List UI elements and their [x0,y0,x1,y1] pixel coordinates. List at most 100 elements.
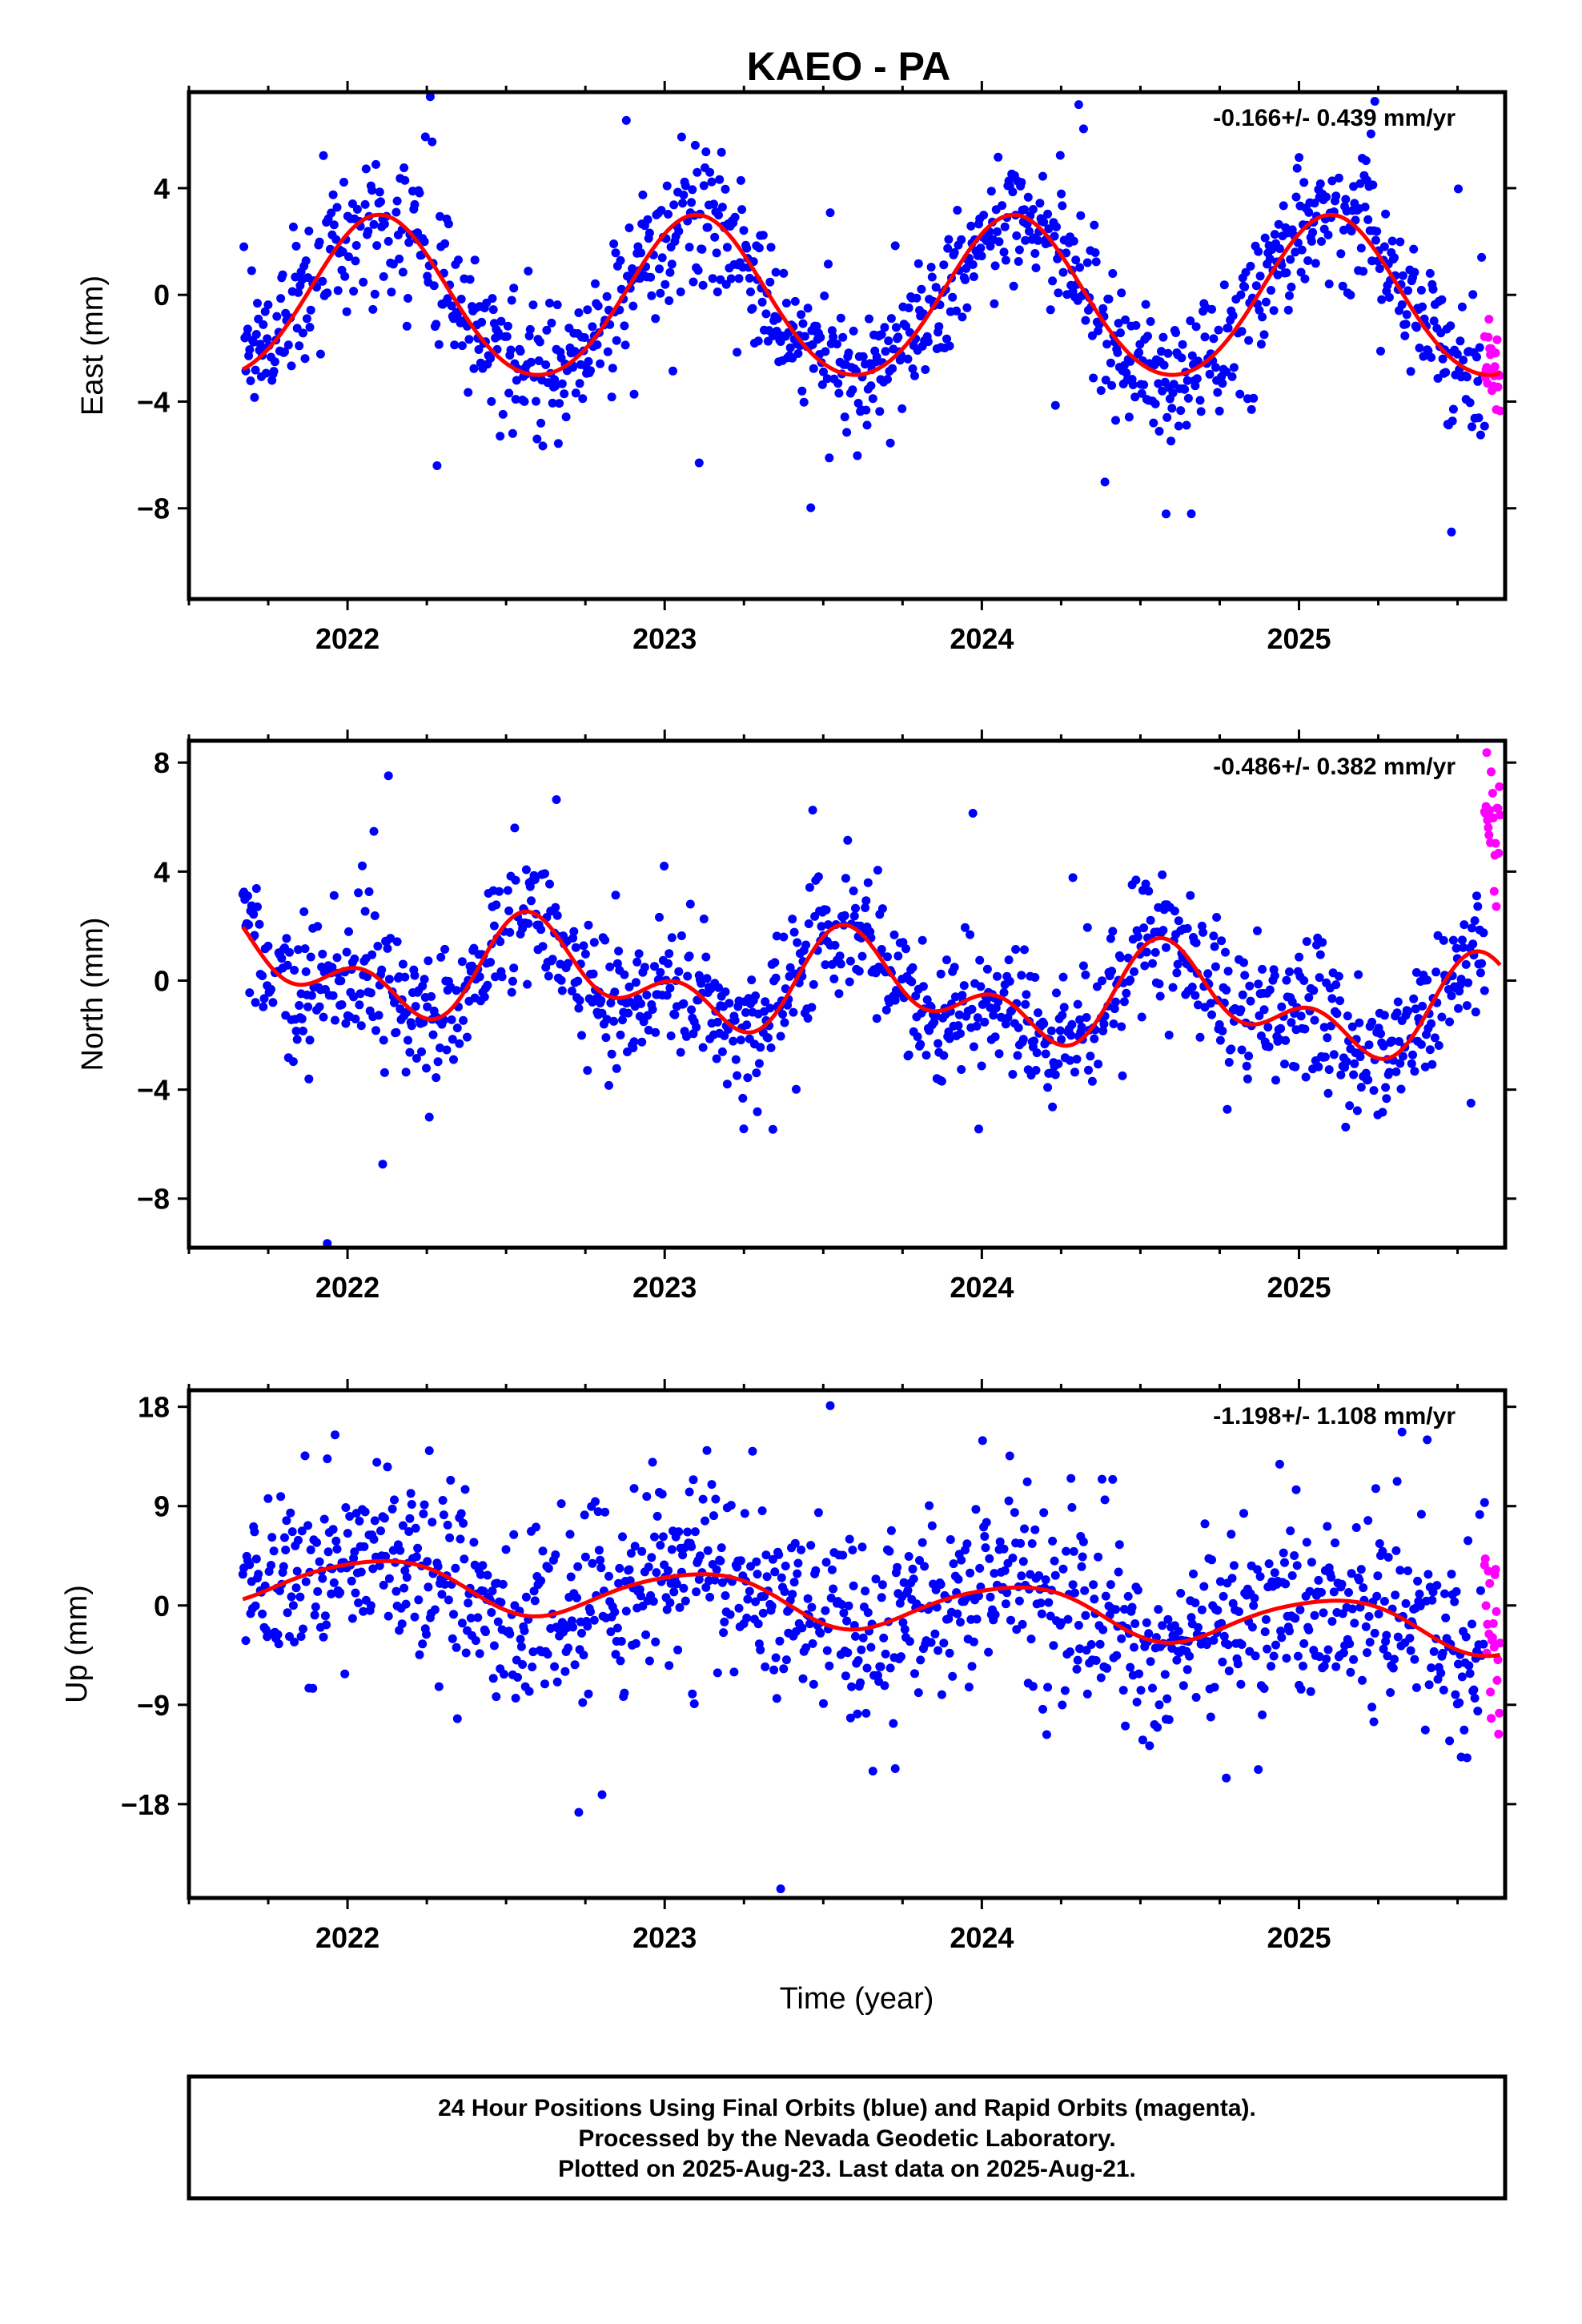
north-final-point [283,960,292,970]
north-final-point [367,950,377,959]
up-final-point [350,1547,359,1557]
north-final-point [1470,916,1480,926]
up-rapid-point [1488,1618,1498,1628]
north-final-point [651,1027,661,1037]
up-final-point [626,1549,636,1558]
up-final-point [1086,1640,1096,1649]
north-final-point [378,1160,387,1169]
east-final-point [1349,182,1359,191]
east-final-point [538,441,548,451]
north-final-point [588,969,598,979]
north-final-point [1059,1003,1069,1012]
up-final-point [1275,1459,1284,1469]
up-final-point [424,1582,433,1592]
up-final-point [1369,1717,1379,1727]
east-final-point [1291,247,1300,257]
east-final-point [1375,264,1384,273]
east-final-point [952,306,962,316]
up-final-point [1224,1667,1234,1675]
up-final-point [1037,1609,1046,1618]
north-final-point [1363,1076,1373,1084]
up-final-point [415,1650,424,1659]
east-final-point [1009,281,1018,291]
east-final-point [1128,380,1138,389]
north-final-point [954,1021,963,1031]
east-final-point [629,389,639,399]
east-final-point [1096,386,1106,396]
north-final-point [1301,1072,1311,1082]
north-final-point [1285,967,1294,976]
north-final-point [1410,1067,1419,1076]
up-final-point [299,1624,307,1634]
up-final-point [294,1535,303,1545]
east-final-point [699,181,709,191]
up-final-point [261,1625,271,1634]
east-final-point [1480,421,1489,431]
up-final-point [1346,1667,1355,1677]
up-final-point [753,1619,763,1629]
east-final-point [734,274,744,283]
north-final-point [665,983,675,993]
north-final-point [1379,1011,1389,1020]
east-rapid-point [1484,332,1493,342]
east-final-point [292,324,302,333]
up-final-point [688,1689,697,1699]
east-final-point [1074,100,1083,110]
east-final-point [1228,311,1238,320]
up-final-point [483,1570,492,1580]
north-final-point [364,887,374,896]
east-final-point [300,354,310,364]
east-final-point [402,321,412,331]
up-final-point [905,1637,914,1647]
up-final-point [1158,1621,1167,1630]
up-final-point [848,1546,857,1554]
up-rapid-point [1486,1687,1496,1697]
east-final-point [360,199,370,209]
north-final-point [1137,1012,1146,1022]
east-final-point [665,296,674,305]
east-final-point [328,190,338,199]
up-final-point [687,1542,697,1551]
east-final-point [1267,286,1275,295]
north-final-point [736,1035,745,1045]
east-final-point [976,243,986,253]
east-final-point [246,376,255,385]
north-final-point [1240,971,1250,980]
up-final-point [1043,1683,1053,1692]
east-final-point [824,259,833,269]
north-final-point [1439,935,1448,945]
north-final-point [1352,1106,1362,1116]
north-final-point [1084,1065,1093,1075]
north-final-point [1070,1068,1079,1077]
north-final-point [1416,1039,1426,1049]
east-final-point [644,228,654,238]
north-final-point [634,949,644,959]
east-final-point [858,352,868,361]
east-final-point [1054,288,1063,298]
up-final-point [492,1692,501,1702]
east-final-point [1017,178,1026,187]
up-final-point [801,1643,811,1653]
up-final-point [391,1586,401,1596]
north-final-point [763,1033,773,1043]
up-final-point [1078,1537,1088,1546]
east-final-point [444,219,453,229]
up-final-point [430,1605,440,1614]
north-final-point [840,911,849,920]
east-final-point [1363,215,1373,224]
east-final-point [520,396,529,406]
north-final-point [291,1027,301,1035]
north-final-point [1336,1070,1346,1080]
up-final-point [1344,1588,1353,1597]
up-final-point [797,1545,806,1554]
north-final-point [323,1239,332,1248]
east-final-point [333,286,343,296]
north-final-point [417,1047,426,1056]
up-final-point [1270,1568,1279,1578]
east-rapid-point [1491,348,1500,358]
up-final-point [1199,1582,1209,1591]
north-final-point [904,1050,913,1059]
north-final-point [801,940,811,950]
east-final-point [1381,209,1391,219]
north-final-point [677,931,686,940]
